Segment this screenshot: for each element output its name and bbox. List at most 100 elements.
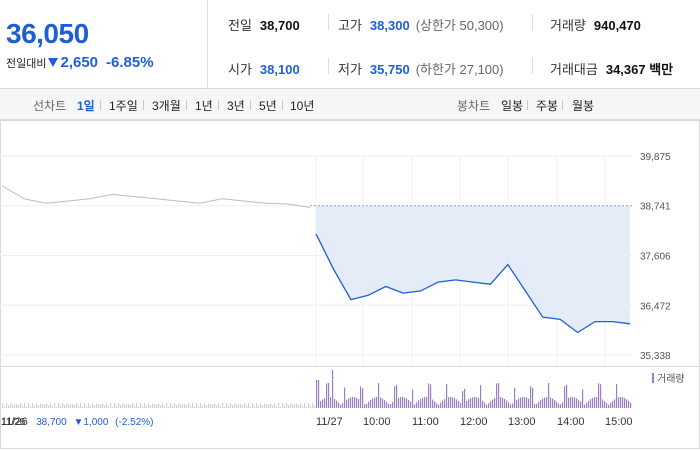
- volume-bar: [28, 403, 30, 408]
- change-value: 2,650: [60, 54, 99, 71]
- volume-bar: [340, 404, 342, 408]
- volume-bar: [188, 403, 190, 408]
- volume-bar: [76, 403, 78, 408]
- volume-bar: [190, 405, 192, 408]
- volume-bar: [458, 401, 460, 408]
- volume-bar: [446, 383, 448, 408]
- volume-bar: [428, 383, 430, 408]
- tab-10year[interactable]: 10년: [290, 99, 315, 113]
- volume-bars: [2, 370, 632, 408]
- volume-bar: [50, 403, 52, 408]
- y-tick-label: 37,606: [640, 252, 671, 263]
- volume-bar: [334, 399, 336, 408]
- volume-bar: [360, 386, 362, 408]
- volume-bar: [64, 405, 66, 408]
- volume-bar: [308, 403, 310, 408]
- volume-bar: [604, 401, 606, 408]
- tab-1year[interactable]: 1년: [195, 99, 213, 113]
- volume-bar: [566, 384, 568, 408]
- volume-bar: [598, 383, 600, 408]
- stat-label: 시가: [228, 62, 252, 77]
- x-tick-label: 11:00: [412, 416, 439, 428]
- volume-bar: [318, 380, 320, 408]
- volume-bar: [358, 398, 360, 408]
- volume-bar: [282, 403, 284, 408]
- area-fill: [316, 205, 630, 333]
- volume-bar: [556, 401, 558, 408]
- volume-bar: [376, 397, 378, 408]
- volume-bar: [412, 389, 414, 408]
- stat-sub: (상한가 50,300): [415, 18, 504, 33]
- volume-bar: [440, 402, 442, 408]
- volume-bar: [364, 404, 366, 408]
- tab-3year[interactable]: 3년: [227, 99, 245, 113]
- volume-bar: [618, 397, 620, 408]
- volume-bar: [464, 388, 466, 408]
- volume-bar: [506, 400, 508, 408]
- volume-bar: [336, 400, 338, 408]
- y-tick-label: 36,472: [640, 301, 671, 312]
- volume-bar: [18, 404, 20, 408]
- volume-bar: [518, 398, 520, 408]
- tab-3month[interactable]: 3개월: [152, 99, 181, 113]
- bottom-change: ▼1,000: [73, 417, 108, 428]
- volume-bar: [240, 403, 242, 408]
- volume-bar: [156, 404, 158, 408]
- volume-bar: [568, 397, 570, 408]
- tab-1week[interactable]: 1주일: [109, 99, 138, 113]
- change-row: 전일대비 2,650 -6.85%: [6, 54, 154, 71]
- volume-bar: [158, 403, 160, 408]
- volume-bar: [630, 402, 632, 408]
- stat-value: 38,100: [259, 62, 300, 77]
- volume-bar: [252, 403, 254, 408]
- volume-bar: [6, 403, 8, 408]
- divider: [527, 100, 528, 110]
- volume-bar: [200, 403, 202, 408]
- volume-bar: [552, 398, 554, 408]
- volume-bar: [84, 403, 86, 408]
- volume-bar: [526, 397, 528, 408]
- volume-bar: [272, 405, 274, 408]
- volume-bar: [442, 400, 444, 408]
- bottom-info: 11/26 38,700 ▼1,000 (-2.52%): [1, 417, 154, 428]
- volume-bar: [614, 399, 616, 408]
- volume-bar: [520, 397, 522, 408]
- volume-bar: [570, 397, 572, 408]
- volume-bar: [500, 397, 502, 408]
- tab-weekly-candle[interactable]: 주봉: [536, 99, 559, 113]
- volume-bar: [480, 385, 482, 408]
- volume-bar: [54, 403, 56, 408]
- tab-monthly-candle[interactable]: 월봉: [572, 99, 595, 113]
- volume-bar: [116, 406, 118, 408]
- volume-bar: [534, 404, 536, 408]
- volume-bar: [470, 398, 472, 408]
- volume-bar: [344, 387, 346, 408]
- tab-5year[interactable]: 5년: [259, 99, 277, 113]
- divider: [562, 100, 563, 110]
- volume-bar: [68, 404, 70, 408]
- stat-label: 거래량: [550, 18, 586, 33]
- volume-bar: [422, 397, 424, 408]
- y-tick-label: 39,875: [640, 152, 671, 163]
- volume-bar: [208, 403, 210, 408]
- volume-bar: [296, 403, 298, 408]
- volume-bar: [592, 397, 594, 408]
- volume-bar: [108, 406, 110, 408]
- volume-bar: [60, 406, 62, 408]
- volume-bar: [510, 404, 512, 408]
- volume-bar: [202, 405, 204, 408]
- tab-daily-candle[interactable]: 일봉: [501, 99, 524, 113]
- volume-bar: [414, 404, 416, 408]
- volume-bar: [372, 398, 374, 408]
- volume-bar: [226, 403, 228, 408]
- volume-bar: [42, 404, 44, 408]
- volume-bar: [14, 404, 16, 408]
- volume-bar: [432, 399, 434, 408]
- volume-bar: [34, 405, 36, 408]
- tab-1day[interactable]: 1일: [77, 99, 95, 113]
- stat-label: 전일: [228, 18, 252, 33]
- price-lines: [1, 185, 631, 334]
- volume-bar: [122, 403, 124, 408]
- volume-bar: [298, 404, 300, 408]
- volume-bar: [228, 406, 230, 408]
